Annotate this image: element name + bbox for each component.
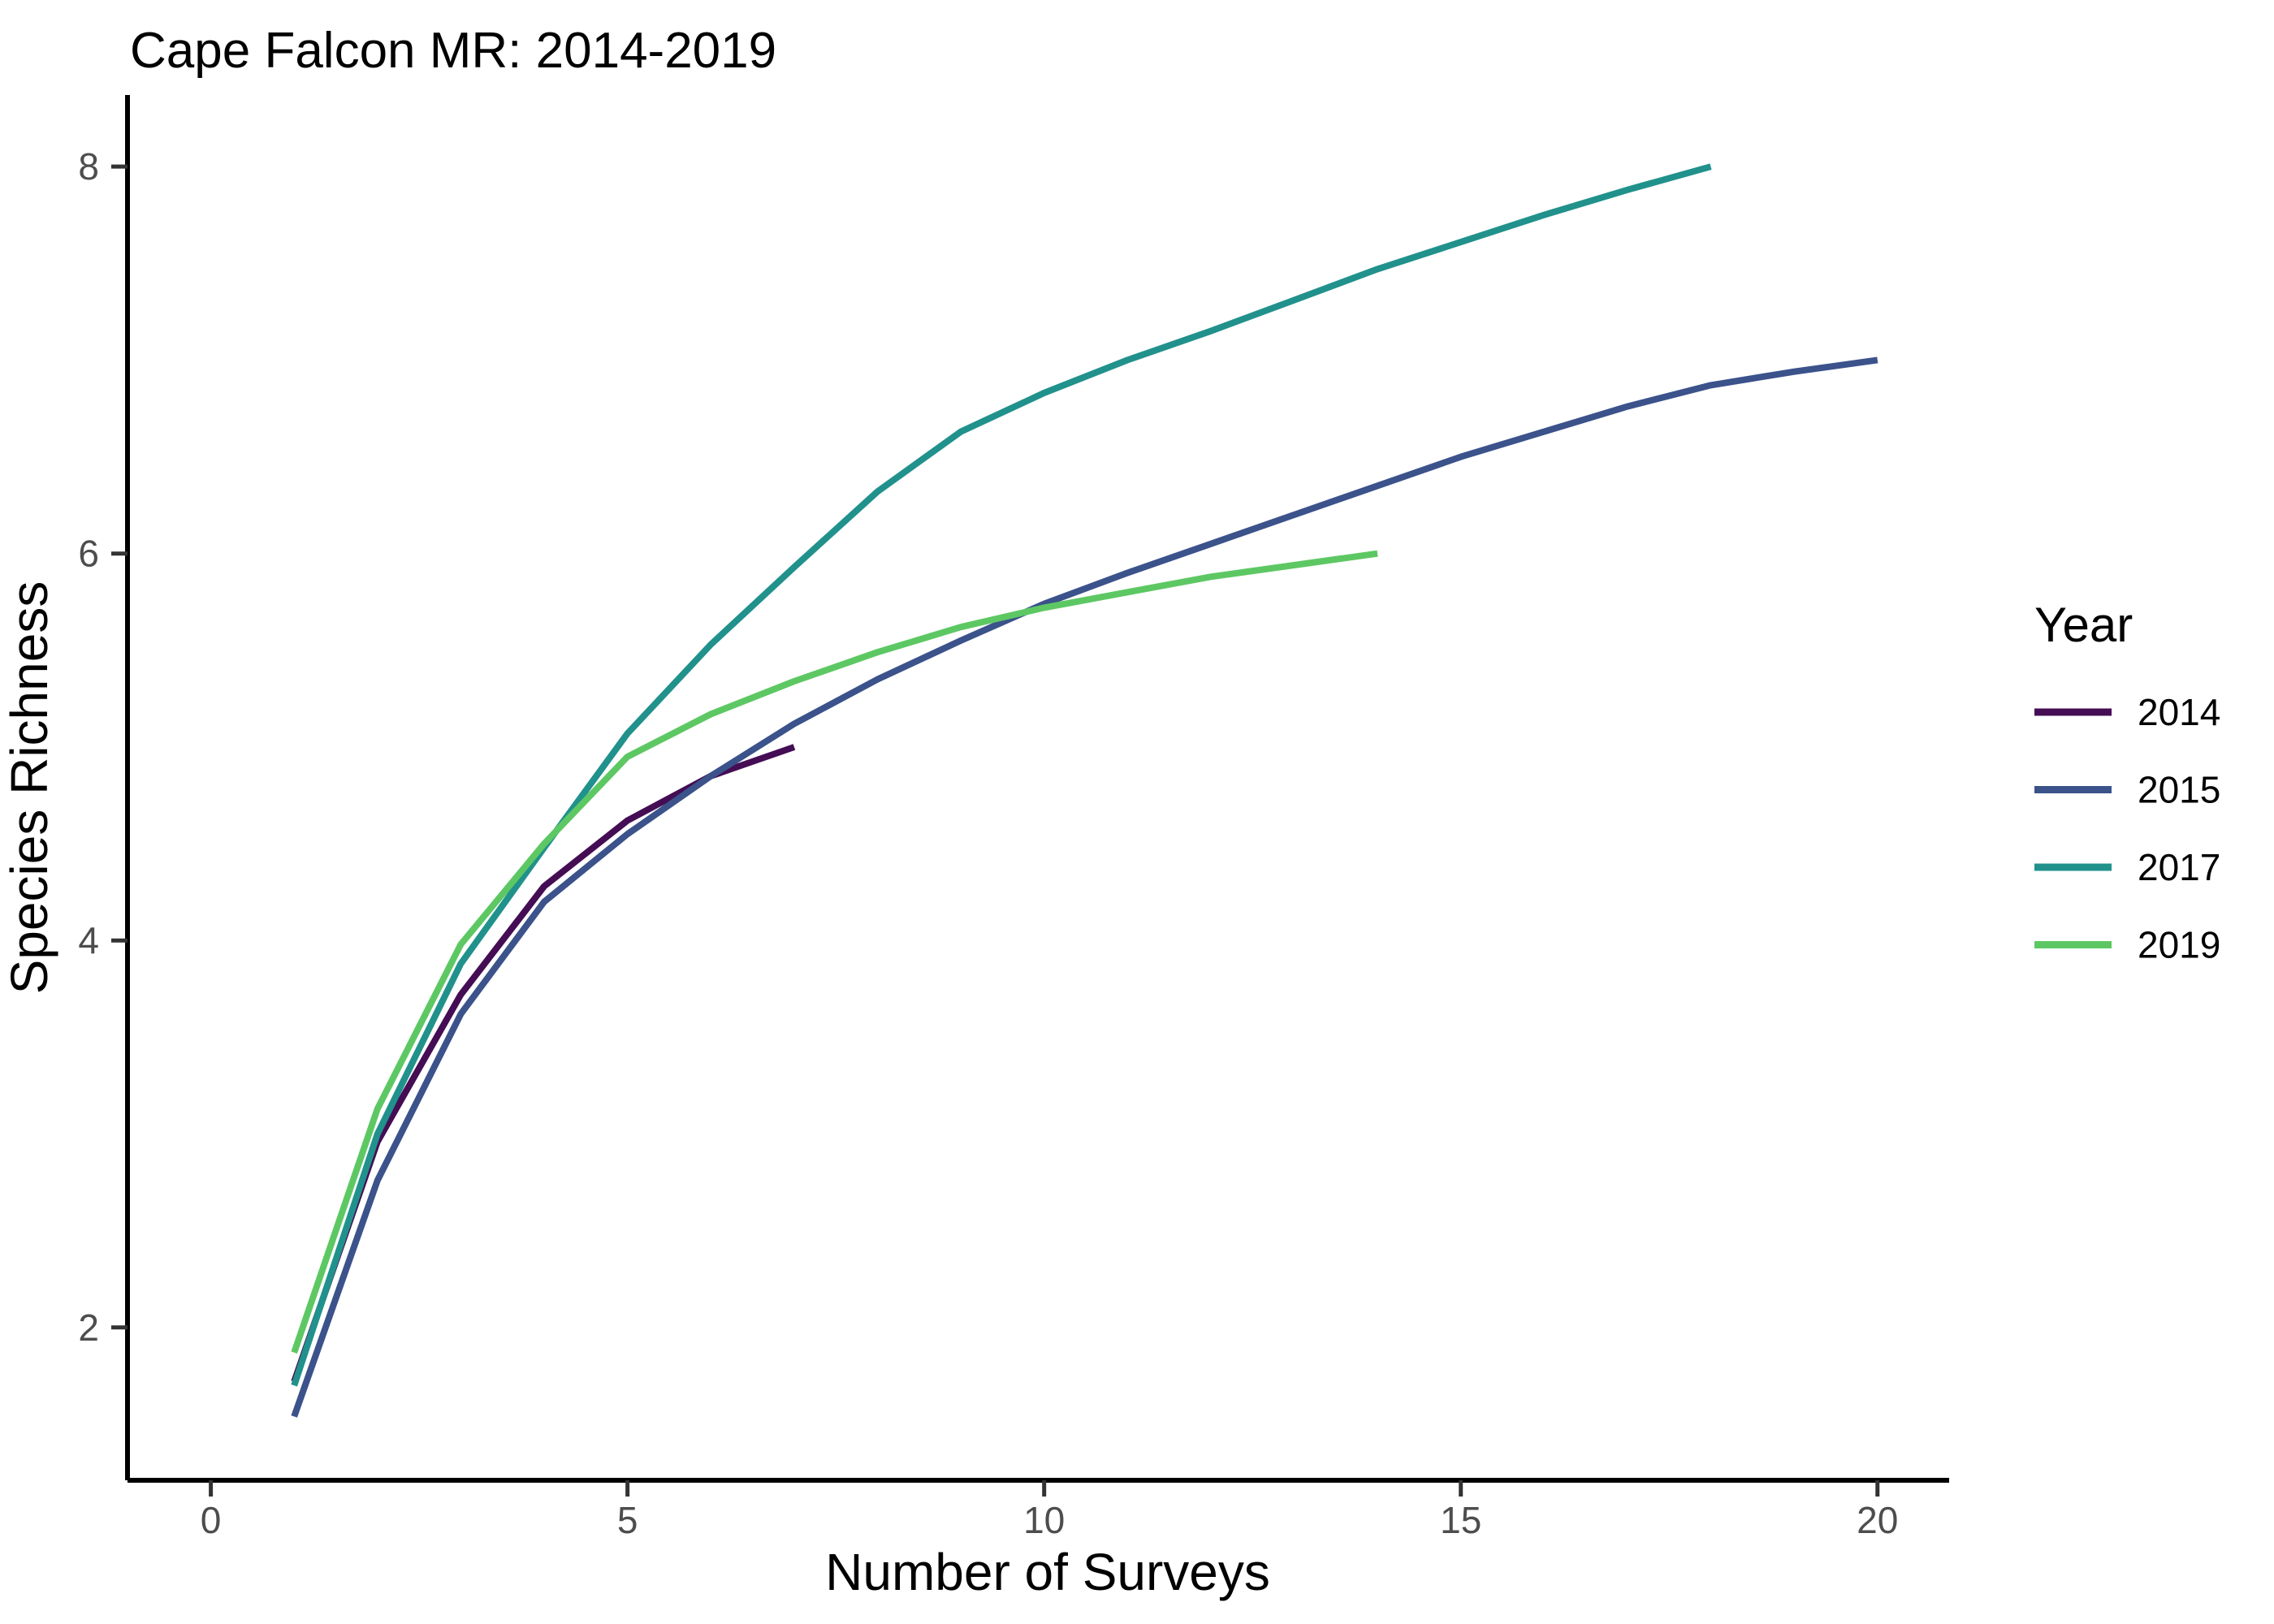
x-axis-title: Number of Surveys [825,1543,1270,1601]
x-tick-label: 0 [201,1499,222,1541]
series-line-2017 [291,163,1712,1387]
x-tick-label: 5 [617,1499,638,1541]
y-tick-label: 6 [78,533,99,575]
legend: Year 2014 2015 2017 2019 [2034,598,2220,966]
y-axis-title: Species Richness [0,581,58,995]
series-lines [291,163,1878,1418]
y-tick-label: 2 [78,1307,99,1349]
x-tick-label: 10 [1023,1499,1065,1541]
legend-label-2015: 2015 [2138,769,2220,811]
legend-label-2014: 2014 [2138,691,2220,733]
series-line-2015 [291,356,1878,1418]
y-tick-label: 4 [78,919,99,961]
legend-items: 2014 2015 2017 2019 [2034,691,2220,966]
series-line-2019 [291,550,1378,1354]
x-axis: 0 5 10 15 20 [128,1478,1949,1541]
legend-title: Year [2034,598,2133,652]
y-tick-label: 8 [78,145,99,188]
legend-label-2019: 2019 [2138,924,2220,966]
chart-title: Cape Falcon MR: 2014-2019 [130,23,776,79]
x-tick-label: 20 [1857,1499,1898,1541]
y-axis: 2 4 6 8 [78,95,130,1480]
legend-label-2017: 2017 [2138,846,2220,888]
x-tick-label: 15 [1440,1499,1481,1541]
